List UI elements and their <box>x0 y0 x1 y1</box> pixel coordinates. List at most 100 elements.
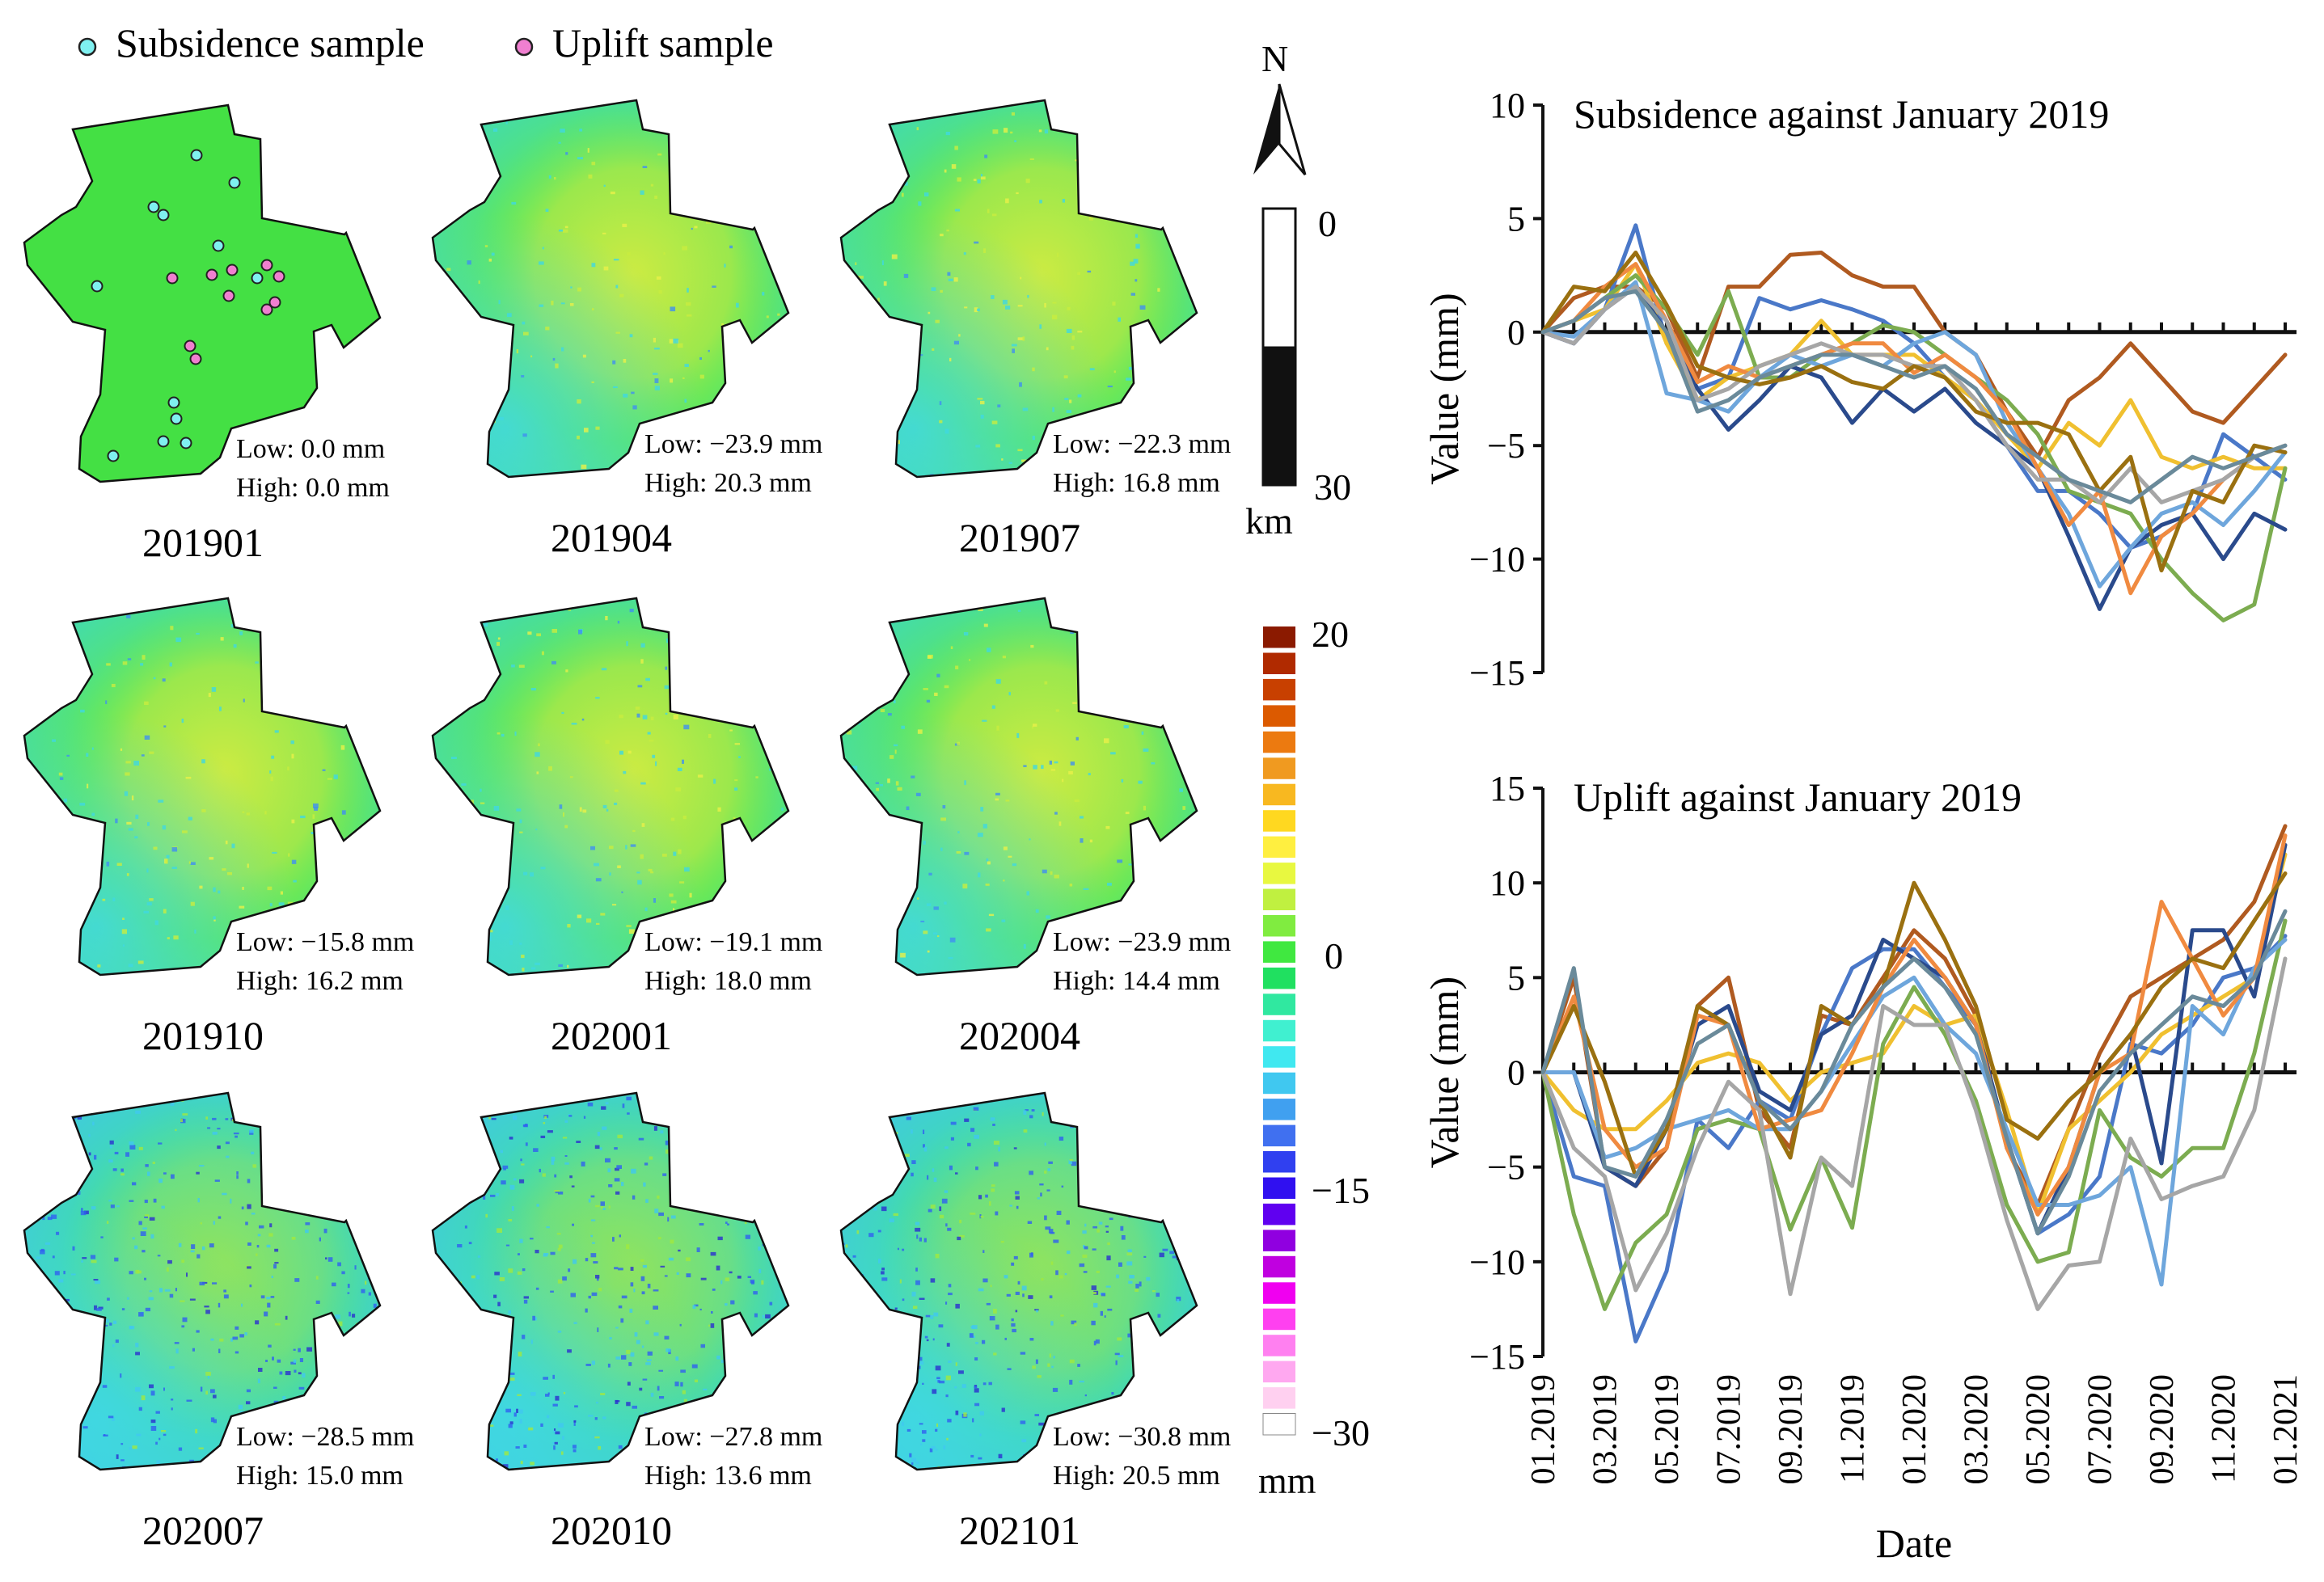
map-speckle <box>535 1287 539 1290</box>
map-speckle <box>88 1133 91 1137</box>
map-speckle <box>1176 1297 1181 1301</box>
map-speckle <box>1040 1192 1042 1197</box>
map-speckle <box>174 1342 180 1344</box>
map-speckle <box>563 1392 566 1394</box>
map-speckle <box>497 821 501 825</box>
map-speckle <box>1058 821 1062 826</box>
map-speckle <box>1114 1170 1118 1175</box>
map-speckle <box>593 1261 598 1263</box>
map-speckle <box>614 802 618 805</box>
map-speckle <box>564 1162 569 1165</box>
map-speckle <box>967 1142 971 1147</box>
map-speckle <box>1105 1230 1109 1233</box>
map-speckle <box>881 1277 888 1281</box>
map-speckle <box>1104 738 1109 744</box>
map-speckle <box>595 697 600 699</box>
map-speckle <box>654 1209 659 1213</box>
map-speckle <box>738 756 741 758</box>
map-speckle <box>341 1179 347 1184</box>
map-speckle <box>547 1415 550 1419</box>
map-speckle <box>1004 128 1008 133</box>
map-speckle <box>881 186 885 190</box>
map-speckle <box>1063 375 1068 379</box>
map-speckle <box>964 306 968 309</box>
map-speckle <box>1143 805 1146 811</box>
map-speckle <box>684 1102 689 1107</box>
map-speckle <box>1194 1238 1197 1242</box>
map-speckle <box>565 152 568 155</box>
map-speckle <box>658 289 662 294</box>
map-speckle <box>495 1458 498 1462</box>
map-speckle <box>1109 216 1112 218</box>
map-speckle <box>963 1412 967 1417</box>
map-speckle <box>749 1200 754 1205</box>
map-speckle <box>141 1395 146 1401</box>
map-speckle <box>218 890 221 894</box>
map-speckle <box>514 731 517 736</box>
map-speckle <box>664 1101 667 1106</box>
map-speckle <box>948 1361 952 1363</box>
map-speckle <box>1088 1093 1094 1096</box>
map-speckle <box>377 1166 380 1170</box>
map-speckle <box>989 1201 991 1206</box>
map-speckle <box>324 891 329 896</box>
map-speckle <box>592 308 594 310</box>
map-outline <box>839 597 1198 977</box>
map-speckle <box>1017 449 1023 452</box>
map-speckle <box>167 937 170 939</box>
x-tick-label: 03.2020 <box>1958 1374 1996 1485</box>
map-speckle <box>765 689 768 694</box>
map-speckle <box>213 887 216 892</box>
map-speckle <box>923 1144 925 1148</box>
map-speckle <box>730 1300 735 1305</box>
map-speckle <box>923 841 926 845</box>
map-speckle <box>602 1126 607 1130</box>
map-speckle <box>1166 1391 1171 1394</box>
map-speckle <box>1117 135 1122 138</box>
map-speckle <box>757 888 759 892</box>
map-speckle <box>641 1455 644 1458</box>
map-speckle <box>144 701 149 705</box>
map-speckle <box>775 1255 779 1257</box>
map-speckle <box>81 1260 83 1263</box>
map-speckle <box>573 1322 577 1324</box>
map-speckle <box>863 662 868 665</box>
map-speckle <box>505 120 508 124</box>
map-low-value: Low: −27.8 mm <box>644 1422 822 1452</box>
map-speckle <box>1009 1204 1012 1207</box>
map-speckle <box>645 677 650 681</box>
map-speckle <box>675 787 681 791</box>
map-speckle <box>207 1376 209 1379</box>
map-speckle <box>640 1276 645 1281</box>
map-speckle <box>509 940 513 945</box>
map-speckle <box>91 1352 95 1355</box>
map-speckle <box>209 1243 214 1248</box>
map-speckle <box>777 313 780 316</box>
map-speckle <box>859 1195 863 1198</box>
map-speckle <box>632 829 636 833</box>
map-speckle <box>955 1362 957 1366</box>
map-speckle <box>94 1369 99 1373</box>
map-speckle <box>618 1268 623 1271</box>
map-speckle <box>530 872 534 877</box>
map-speckle <box>442 976 445 979</box>
map-speckle <box>504 1451 509 1456</box>
map-speckle <box>1157 288 1160 292</box>
map-speckle <box>867 1305 872 1308</box>
map-speckle <box>295 1140 300 1145</box>
map-speckle <box>550 1290 554 1293</box>
map-speckle <box>376 1253 378 1258</box>
map-speckle <box>247 1242 251 1246</box>
map-speckle <box>880 410 885 414</box>
map-speckle <box>1123 725 1129 728</box>
map-speckle <box>633 1289 636 1293</box>
map-speckle <box>762 292 765 296</box>
map-speckle <box>32 1337 36 1340</box>
map-speckle <box>683 1200 688 1204</box>
map-speckle <box>850 1120 856 1124</box>
map-speckle <box>515 1446 520 1449</box>
map-speckle <box>1039 1183 1044 1186</box>
map-speckle <box>1171 1182 1174 1188</box>
map-speckle <box>1159 183 1164 185</box>
